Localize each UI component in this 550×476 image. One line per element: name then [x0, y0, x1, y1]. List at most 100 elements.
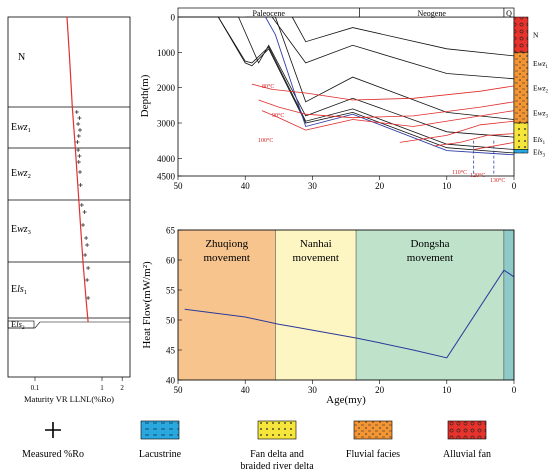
- legend-label2-fandelta: braided river delta: [240, 461, 314, 472]
- legend: Measured %Ro Lacustrine Fan delta andbraid…: [22, 420, 491, 472]
- heat-flow-series-line: [184, 269, 515, 359]
- burial-age-tick-label: 20: [375, 181, 385, 191]
- measured-ro-point: [77, 116, 82, 120]
- legend-label-alluvial: Alluvial fan: [443, 449, 491, 460]
- burial-line: [291, 16, 515, 57]
- heat-frame: [177, 229, 515, 381]
- ro-model-curve: [66, 16, 89, 323]
- column-label-els1: Els1: [533, 135, 546, 146]
- age-tick-label: 20: [375, 385, 385, 395]
- measured-ro-point: [74, 110, 79, 114]
- age-tick-label: 30: [308, 385, 318, 395]
- measured-ro-point: [86, 266, 91, 270]
- burial-frame: [177, 16, 515, 177]
- measured-ro-point: [86, 296, 91, 300]
- measured-ro-point: [77, 154, 82, 158]
- burial-age-tick-label: 30: [308, 181, 318, 191]
- formation-label-n: N: [18, 52, 25, 63]
- isotherm-label: 120°C: [470, 172, 485, 179]
- epoch-label-paleocene: Paleocene: [253, 9, 286, 18]
- heat-flow-tick-label: 60: [166, 256, 176, 266]
- depth-axis-label: Depth(m): [139, 74, 151, 117]
- legend-label-plus: Measured %Ro: [22, 449, 84, 460]
- isotherm-label: 130°C: [490, 177, 505, 184]
- maturity-tick-label: 0.1: [31, 384, 40, 392]
- measured-ro-point: [82, 210, 87, 214]
- isotherm-label: 100°C: [258, 137, 273, 144]
- age-tick-label: 50: [174, 385, 184, 395]
- epoch-bar-frame: [177, 7, 515, 18]
- period-subtitle-zhuqiong: movement: [204, 252, 250, 264]
- legend-swatch-pattern-lacustrine: [141, 421, 179, 439]
- column-label-ewz3: Ewz3: [533, 108, 549, 119]
- isotherm-line: [261, 110, 515, 131]
- isotherm-label: 90°C: [272, 112, 284, 119]
- period-name-nanhai: Nanhai: [300, 238, 332, 250]
- heat-flow-tick-label: 40: [166, 376, 176, 386]
- age-axis-label: Age(my): [326, 394, 366, 406]
- burial-line: [271, 16, 515, 80]
- age-tick-label: 40: [241, 385, 251, 395]
- heat-flow-tick-label: 50: [166, 316, 176, 326]
- burial-age-tick-label: 40: [241, 181, 251, 191]
- burial-history-chart: Paleocene Neogene Q 80°C 90°C 100°C 110°C 120°…: [139, 7, 549, 191]
- age-tick-label: 0: [512, 385, 517, 395]
- period-subtitle-dongsha: movement: [407, 252, 453, 264]
- maturity-tick-label: 1: [100, 384, 104, 392]
- formation-label-ewz2: Ewz2: [11, 168, 31, 180]
- period-band-dongsha: [355, 229, 505, 381]
- measured-ro-point: [78, 128, 82, 132]
- maturity-axis-label: Maturity VR LLNL(%Ro): [24, 394, 114, 404]
- isotherm-line: [433, 133, 515, 147]
- period-name-dongsha: Dongsha: [410, 238, 449, 250]
- heat-flow-tick-label: 45: [166, 346, 176, 356]
- maturity-tick-label: 2: [120, 384, 124, 392]
- legend-label-fandelta: Fan delta and: [250, 449, 304, 460]
- burial-line-blue: [265, 16, 515, 156]
- isotherm-label: 110°C: [452, 169, 467, 176]
- period-subtitle-nanhai: movement: [293, 252, 339, 264]
- isotherm-line: [251, 83, 515, 101]
- burial-line: [218, 16, 515, 138]
- heat-flow-axis-label: Heat Flow(mW/m²): [141, 261, 153, 349]
- depth-tick-label: 4500: [157, 172, 176, 182]
- formation-label-els1: Els1: [11, 284, 27, 296]
- depth-tick-label: 0: [171, 13, 176, 23]
- period-name-zhuqiong: Zhuqiong: [205, 238, 248, 250]
- base-line: [8, 321, 89, 329]
- measured-ro-point: [78, 170, 82, 174]
- measured-ro-point: [76, 160, 81, 164]
- depth-tick-label: 3000: [157, 119, 176, 129]
- isotherm-label: 80°C: [262, 83, 274, 90]
- formation-label-ewz3: Ewz3: [11, 224, 31, 236]
- column-label-els3: Els3: [533, 147, 546, 158]
- measured-ro-point: [75, 140, 80, 144]
- measured-ro-point: [81, 223, 85, 227]
- heat-flow-chart: Zhuqiong movement Nanhai movement Dongsha mov…: [141, 226, 517, 407]
- depth-tick-label: 2000: [157, 83, 176, 93]
- column-label-n: N: [533, 31, 539, 40]
- measured-ro-point: [79, 203, 84, 207]
- measured-ro-point: [84, 236, 89, 240]
- measured-ro-point: [85, 243, 90, 247]
- period-band-recent: [503, 229, 515, 381]
- formation-label-ewz1: Ewz1: [11, 122, 31, 134]
- measured-ro-point: [76, 134, 81, 138]
- legend-swatch-pattern-fandelta: [258, 421, 296, 439]
- legend-plus-icon: [45, 422, 61, 438]
- legend-label-fluvial: Fluvial facies: [346, 449, 400, 460]
- legend-swatch-pattern-fluvial: [354, 421, 392, 439]
- depth-tick-label: 1000: [157, 48, 176, 58]
- isotherm-line: [258, 99, 515, 119]
- depth-tick-label: 4000: [157, 154, 176, 164]
- burial-line: [178, 16, 515, 150]
- legend-swatch-pattern-alluvial: [448, 421, 486, 439]
- column-label-ewz2: Ewz2: [533, 84, 549, 95]
- burial-age-tick-label: 0: [512, 181, 517, 191]
- strat-column-pattern: [514, 17, 528, 53]
- burial-age-tick-label: 10: [442, 181, 452, 191]
- column-label-ewz1: Ewz1: [533, 59, 549, 70]
- epoch-bar: Paleocene Neogene Q: [177, 7, 515, 18]
